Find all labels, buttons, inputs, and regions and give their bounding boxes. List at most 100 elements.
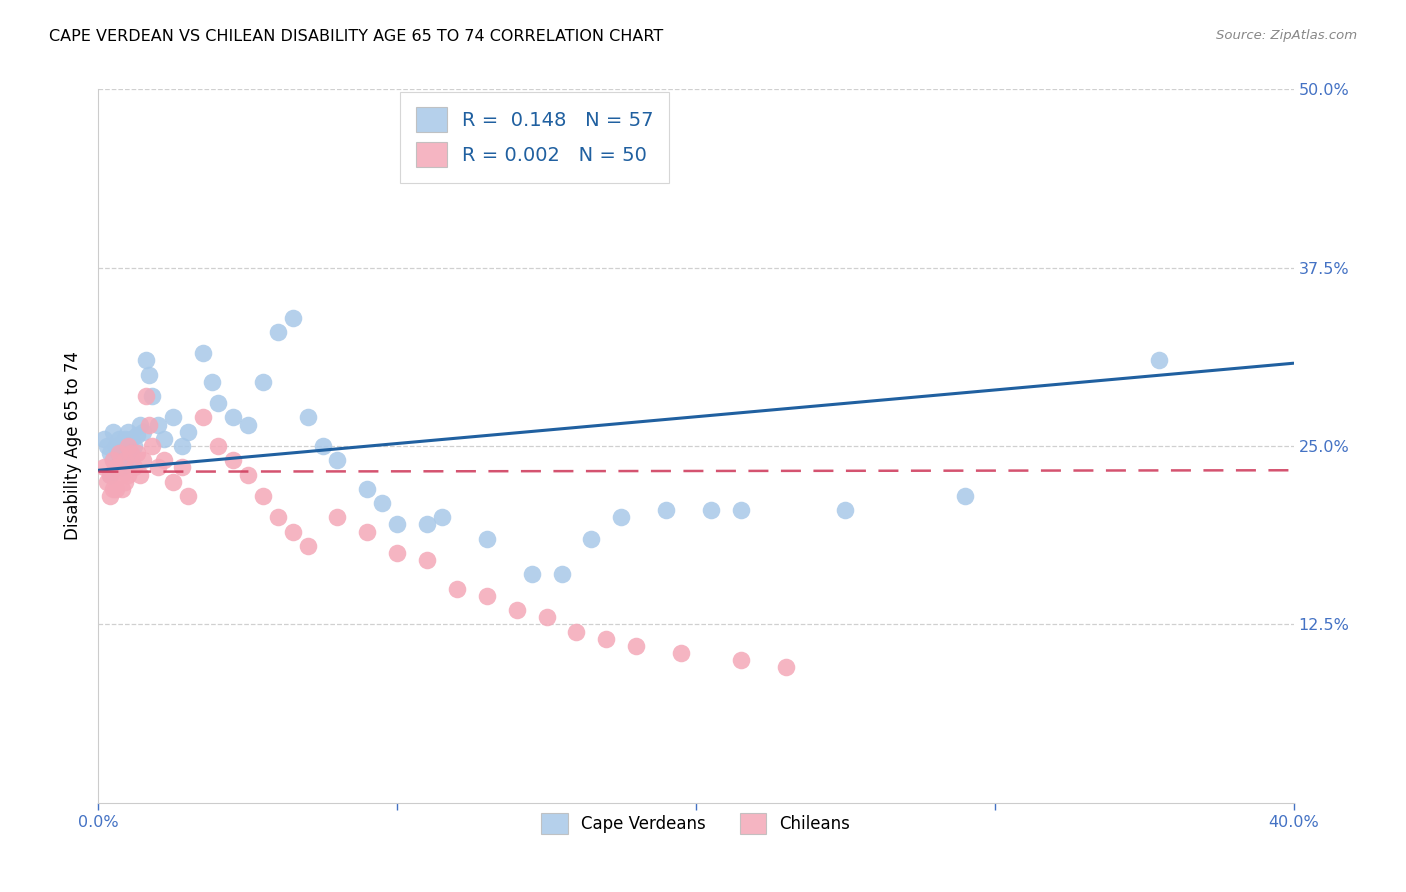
Point [953, 489, 976, 503]
Point [267, 325, 290, 339]
Point [626, 639, 648, 653]
Point [105, 460, 128, 475]
Point [356, 482, 378, 496]
Point [385, 546, 409, 560]
Point [103, 453, 125, 467]
Point [117, 425, 139, 439]
Point [114, 432, 136, 446]
Point [172, 439, 194, 453]
Point [416, 517, 439, 532]
Point [120, 446, 142, 460]
Point [129, 417, 152, 432]
Point [207, 439, 229, 453]
Point [446, 582, 468, 596]
Point [117, 467, 139, 482]
Point [550, 567, 572, 582]
Point [141, 439, 163, 453]
Point [148, 460, 170, 475]
Point [162, 410, 184, 425]
Point [98, 446, 122, 460]
Point [108, 432, 131, 446]
Point [96, 439, 118, 453]
Point [96, 475, 118, 489]
Point [105, 439, 128, 453]
Point [98, 489, 122, 503]
Point [177, 489, 200, 503]
Point [356, 524, 378, 539]
Point [98, 467, 122, 482]
Point [93, 432, 115, 446]
Point [416, 553, 439, 567]
Point [207, 396, 229, 410]
Point [252, 489, 274, 503]
Point [135, 389, 157, 403]
Point [520, 567, 543, 582]
Point [222, 410, 245, 425]
Point [111, 460, 134, 475]
Point [103, 453, 125, 467]
Point [385, 517, 409, 532]
Point [506, 603, 529, 617]
Legend: Cape Verdeans, Chileans: Cape Verdeans, Chileans [534, 806, 858, 841]
Point [281, 310, 304, 325]
Point [108, 446, 131, 460]
Point [700, 503, 723, 517]
Point [111, 482, 134, 496]
Point [103, 425, 125, 439]
Point [430, 510, 453, 524]
Point [371, 496, 394, 510]
Point [730, 653, 752, 667]
Point [201, 375, 224, 389]
Y-axis label: Disability Age 65 to 74: Disability Age 65 to 74 [63, 351, 82, 541]
Point [475, 532, 498, 546]
Point [105, 460, 128, 475]
Point [252, 375, 274, 389]
Point [177, 425, 200, 439]
Point [129, 467, 152, 482]
Point [127, 427, 149, 442]
Point [135, 353, 157, 368]
Point [117, 439, 139, 453]
Point [311, 439, 333, 453]
Point [124, 439, 146, 453]
Point [103, 482, 125, 496]
Point [108, 446, 131, 460]
Point [138, 368, 160, 382]
Point [191, 346, 214, 360]
Point [141, 389, 163, 403]
Point [236, 417, 259, 432]
Point [105, 482, 128, 496]
Point [581, 532, 603, 546]
Point [120, 432, 142, 446]
Point [191, 410, 214, 425]
Point [127, 446, 149, 460]
Point [536, 610, 558, 624]
Point [475, 589, 498, 603]
Point [111, 467, 134, 482]
Point [610, 510, 633, 524]
Point [132, 425, 155, 439]
Point [326, 510, 349, 524]
Point [281, 524, 304, 539]
Text: CAPE VERDEAN VS CHILEAN DISABILITY AGE 65 TO 74 CORRELATION CHART: CAPE VERDEAN VS CHILEAN DISABILITY AGE 6… [49, 29, 664, 44]
Point [117, 442, 139, 456]
Point [114, 453, 136, 467]
Point [222, 453, 245, 467]
Point [138, 417, 160, 432]
Point [153, 453, 176, 467]
Point [172, 460, 194, 475]
Point [655, 503, 678, 517]
Point [162, 475, 184, 489]
Point [153, 432, 176, 446]
Point [120, 453, 142, 467]
Point [148, 417, 170, 432]
Point [834, 503, 856, 517]
Point [114, 453, 136, 467]
Point [111, 439, 134, 453]
Point [98, 467, 122, 482]
Point [775, 660, 797, 674]
Point [595, 632, 617, 646]
Text: Source: ZipAtlas.com: Source: ZipAtlas.com [1216, 29, 1357, 42]
Point [730, 503, 752, 517]
Point [565, 624, 588, 639]
